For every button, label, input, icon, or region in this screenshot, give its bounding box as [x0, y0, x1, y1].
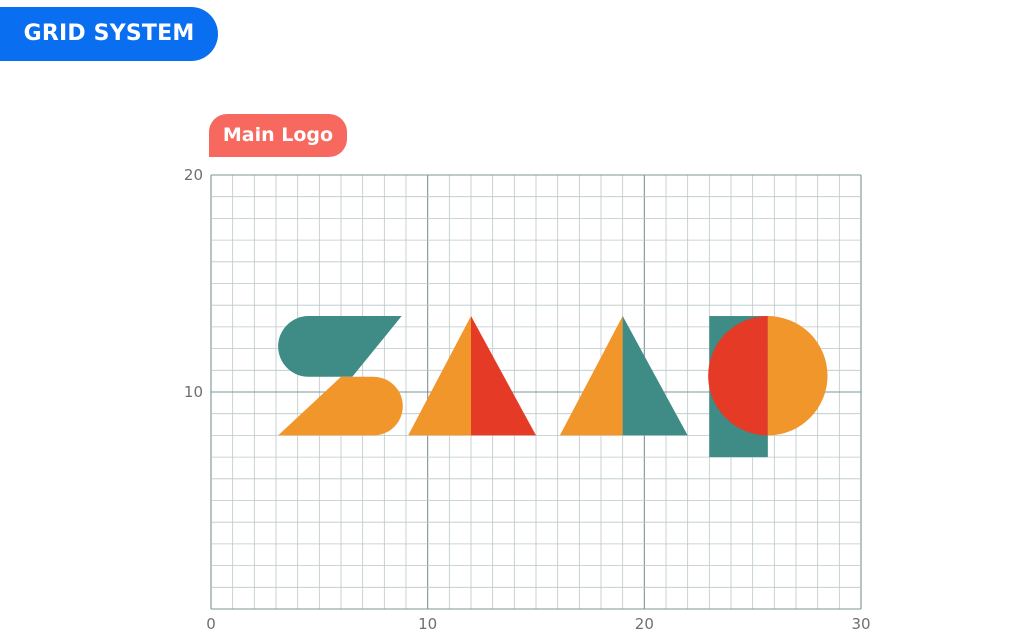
y-tick-label: 20 — [184, 166, 203, 184]
triangle-2-right-half — [622, 316, 688, 436]
triangle-2-left-half — [559, 316, 623, 436]
main-logo-badge: Main Logo — [209, 114, 347, 157]
section-title-badge: GRID SYSTEM — [0, 7, 218, 61]
x-tick-label: 20 — [635, 615, 654, 633]
s-bottom-shape — [278, 376, 403, 436]
axis-labels: 0 10 20 30 10 20 — [184, 166, 871, 633]
main-logo-label: Main Logo — [222, 124, 334, 146]
logo-shapes — [278, 316, 828, 458]
x-tick-label: 30 — [851, 615, 870, 633]
y-tick-label: 10 — [184, 383, 203, 401]
triangle-1-left-half — [408, 316, 471, 436]
triangle-1-right-half — [471, 316, 536, 436]
p-bowl-right-half — [767, 316, 828, 436]
x-tick-label: 10 — [418, 615, 437, 633]
x-tick-label: 0 — [206, 615, 216, 633]
p-bowl-left-half — [708, 316, 768, 436]
s-top-shape — [278, 316, 402, 377]
section-title: GRID SYSTEM — [23, 21, 195, 46]
